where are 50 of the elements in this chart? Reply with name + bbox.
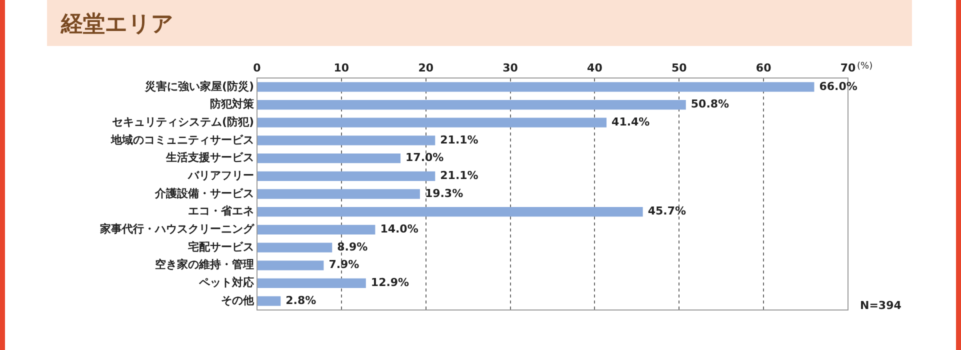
- bar: [258, 296, 281, 306]
- data-label: 8.9%: [337, 240, 368, 254]
- data-label: 45.7%: [648, 204, 686, 218]
- y-tick-label: 災害に強い家屋(防災): [144, 80, 254, 93]
- bar: [258, 118, 607, 128]
- x-tick-label: 60: [756, 61, 772, 74]
- bar: [258, 278, 366, 288]
- x-tick-label: 30: [502, 61, 518, 74]
- bar: [258, 224, 376, 235]
- bar: [258, 189, 420, 199]
- x-tick-label: 0: [253, 61, 262, 74]
- x-tick-label: 10: [334, 61, 350, 74]
- bar: [258, 171, 436, 181]
- data-label: 14.0%: [380, 222, 418, 236]
- chart-title: 経堂エリア: [61, 11, 174, 39]
- data-label: 50.8%: [690, 98, 730, 111]
- y-tick-label: 防犯対策: [210, 98, 255, 111]
- bar: [258, 207, 643, 217]
- data-label: 12.9%: [370, 276, 410, 290]
- y-tick-label: 介護設備・サービス: [154, 186, 254, 200]
- y-tick-label: 地域のコミュニティサービス: [110, 133, 254, 146]
- data-label: 2.8%: [286, 294, 316, 307]
- bar: [258, 260, 324, 270]
- x-tick-label: 70: [840, 61, 856, 74]
- data-label: 41.4%: [612, 115, 650, 128]
- y-tick-label: セキュリティシステム(防犯): [112, 115, 254, 128]
- y-tick-label: エコ・省エネ: [188, 204, 254, 218]
- bar: [258, 153, 401, 164]
- x-tick-label: 20: [418, 61, 434, 74]
- data-label: 21.1%: [440, 169, 478, 182]
- x-tick-label: 50: [671, 61, 688, 74]
- y-tick-label: 宅配サービス: [188, 240, 254, 254]
- x-tick-label: 40: [587, 61, 603, 74]
- y-tick-label: バリアフリー: [187, 169, 254, 182]
- y-tick-label: その他: [221, 294, 255, 307]
- data-label: 19.3%: [424, 186, 464, 200]
- text: N=394: [860, 298, 902, 312]
- x-axis-title: (%): [857, 61, 873, 72]
- data-label: 7.9%: [328, 258, 360, 272]
- bar: [258, 242, 332, 252]
- data-label: 66.0%: [819, 80, 858, 93]
- bar: [258, 136, 436, 146]
- bar: [258, 100, 686, 110]
- data-label: 17.0%: [406, 151, 444, 164]
- data-label: 21.1%: [440, 133, 478, 146]
- y-tick-label: ペット対応: [198, 276, 255, 290]
- y-tick-label: 家事代行・ハウスクリーニング: [99, 222, 255, 236]
- y-tick-label: 生活支援サービス: [165, 151, 254, 164]
- y-tick-label: 空き家の維持・管理: [155, 258, 254, 272]
- bar: [258, 82, 814, 92]
